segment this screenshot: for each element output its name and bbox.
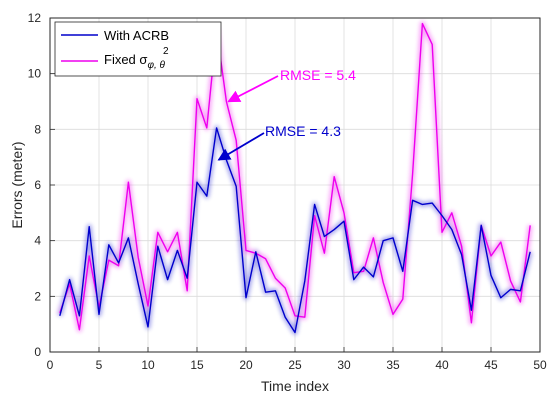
legend-label-acrb: With ACRB bbox=[104, 28, 169, 43]
axis-ticks: 0 5 10 15 20 25 30 35 40 45 50 0 2 4 6 8 10 12 bbox=[28, 11, 547, 372]
y-tick-label: 0 bbox=[34, 345, 41, 359]
legend-box bbox=[54, 21, 222, 77]
rmse-fixed-arrow bbox=[227, 75, 279, 103]
y-tick-label: 2 bbox=[34, 289, 41, 303]
annotation-rmse-acrb: RMSE = 4.3 bbox=[217, 123, 341, 161]
x-tick-label: 0 bbox=[47, 358, 54, 372]
rmse-acrb-label: RMSE = 4.3 bbox=[265, 123, 341, 139]
x-tick-label: 45 bbox=[484, 358, 498, 372]
x-tick-label: 10 bbox=[141, 358, 155, 372]
series-lines bbox=[59, 22, 531, 334]
y-axis-label: Errors (meter) bbox=[9, 141, 25, 228]
y-tick-label: 12 bbox=[28, 11, 42, 25]
x-tick-label: 50 bbox=[533, 358, 547, 372]
rmse-fixed-label: RMSE = 5.4 bbox=[280, 67, 356, 83]
legend: With ACRB Fixed σφ, θ 2 bbox=[54, 21, 222, 77]
y-tick-label: 6 bbox=[34, 178, 41, 192]
x-axis-label: Time index bbox=[261, 378, 329, 394]
x-tick-label: 30 bbox=[337, 358, 351, 372]
y-tick-label: 10 bbox=[28, 67, 42, 81]
x-tick-label: 35 bbox=[386, 358, 400, 372]
x-tick-label: 20 bbox=[239, 358, 253, 372]
series-line-0 bbox=[59, 127, 531, 334]
x-tick-label: 25 bbox=[288, 358, 302, 372]
y-tick-label: 4 bbox=[34, 234, 41, 248]
legend-label-fixed: Fixed σφ, θ bbox=[104, 52, 166, 71]
series-line-1 bbox=[59, 22, 531, 331]
legend-label-fixed-main: Fixed σ bbox=[104, 52, 147, 67]
legend-label-fixed-sup: 2 bbox=[163, 46, 169, 57]
legend-label-fixed-sub: φ, θ bbox=[147, 60, 165, 71]
x-tick-label: 40 bbox=[435, 358, 449, 372]
y-tick-label: 8 bbox=[34, 122, 41, 136]
x-tick-label: 5 bbox=[96, 358, 103, 372]
x-tick-label: 15 bbox=[190, 358, 204, 372]
annotation-rmse-fixed: RMSE = 5.4 bbox=[227, 67, 356, 103]
rmse-acrb-arrow bbox=[217, 132, 265, 161]
